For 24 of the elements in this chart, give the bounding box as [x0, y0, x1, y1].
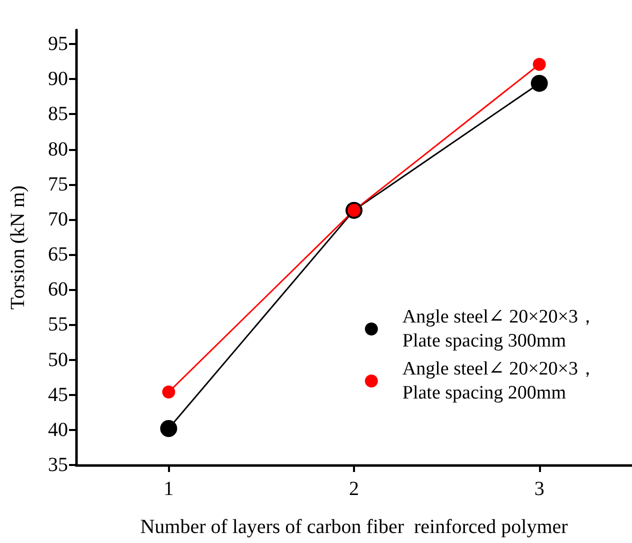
- point: [162, 386, 176, 399]
- point: [532, 58, 546, 71]
- y-axis-title: Torsion (kN m): [7, 185, 29, 310]
- x-tick-label: 3: [534, 478, 544, 500]
- y-tick-label: 75: [48, 173, 68, 196]
- y-tick-label: 60: [48, 278, 68, 301]
- y-tick-label: 70: [48, 208, 68, 230]
- y-tick-label: 85: [48, 103, 68, 126]
- y-tick-label: 55: [48, 314, 68, 336]
- legend-label: Angle steel∠ 20×20×3， Plate spacing 300mm: [402, 306, 598, 352]
- y-tick-label: 45: [48, 384, 68, 406]
- y-tick-label: 40: [48, 418, 68, 441]
- y-tick-label: 90: [48, 68, 68, 90]
- y-tick-label: 35: [48, 454, 68, 476]
- x-tick-label: 1: [164, 478, 174, 500]
- y-tick-label: 65: [48, 244, 68, 266]
- legend-label: Angle steel∠ 20×20×3， Plate spacing 200mm: [402, 358, 598, 404]
- point: [160, 420, 178, 438]
- y-tick-label: 50: [48, 348, 68, 371]
- x-axis-title: Number of layers of carbon fiber reinforced polymer: [140, 516, 568, 538]
- x-tick-label: 2: [349, 478, 359, 500]
- y-tick-label: 95: [48, 33, 68, 56]
- y-tick-label: 80: [48, 138, 68, 160]
- point: [530, 74, 548, 92]
